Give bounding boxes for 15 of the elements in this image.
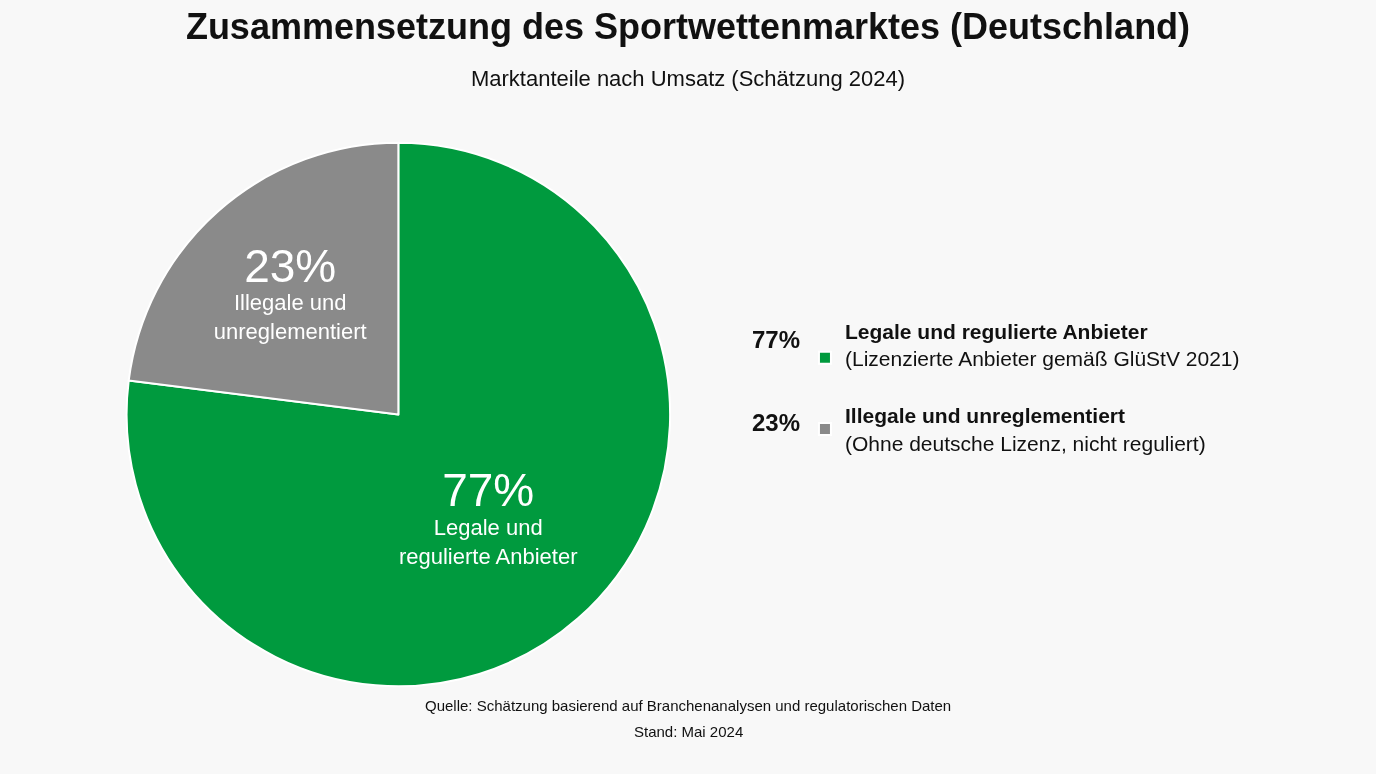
source-note: Quelle: Schätzung basierend auf Branchenanalysen und regulatorischen Daten xyxy=(425,697,952,714)
text: 23% xyxy=(752,409,801,436)
pie-slice xyxy=(125,141,671,688)
slice-label: Legale und regulierte Anbieter xyxy=(844,319,1148,343)
text: (Ohne deutsche Lizenz, nicht reguliert) xyxy=(844,431,1206,455)
chart-subtitle: Marktanteile nach Umsatz (Schätzung 2024) xyxy=(470,65,906,91)
legend-label: Illegale und unreglementiert xyxy=(844,404,1126,428)
text: Stand: Mai 2024 xyxy=(634,723,744,740)
slice-label: Legale und regulierte Anbieter xyxy=(398,514,578,569)
data-label: 77% xyxy=(442,464,535,517)
chart-title: Zusammensetzung des Sportwettenmarktes (Deutschland) xyxy=(185,5,1191,47)
data-label: 23% xyxy=(244,239,337,292)
text: (Lizenzierte Anbieter gemäß GlüStV 2021) xyxy=(844,346,1240,370)
text: 77% xyxy=(752,326,801,353)
slice-label: Illegale und unreglementiert xyxy=(213,290,367,344)
